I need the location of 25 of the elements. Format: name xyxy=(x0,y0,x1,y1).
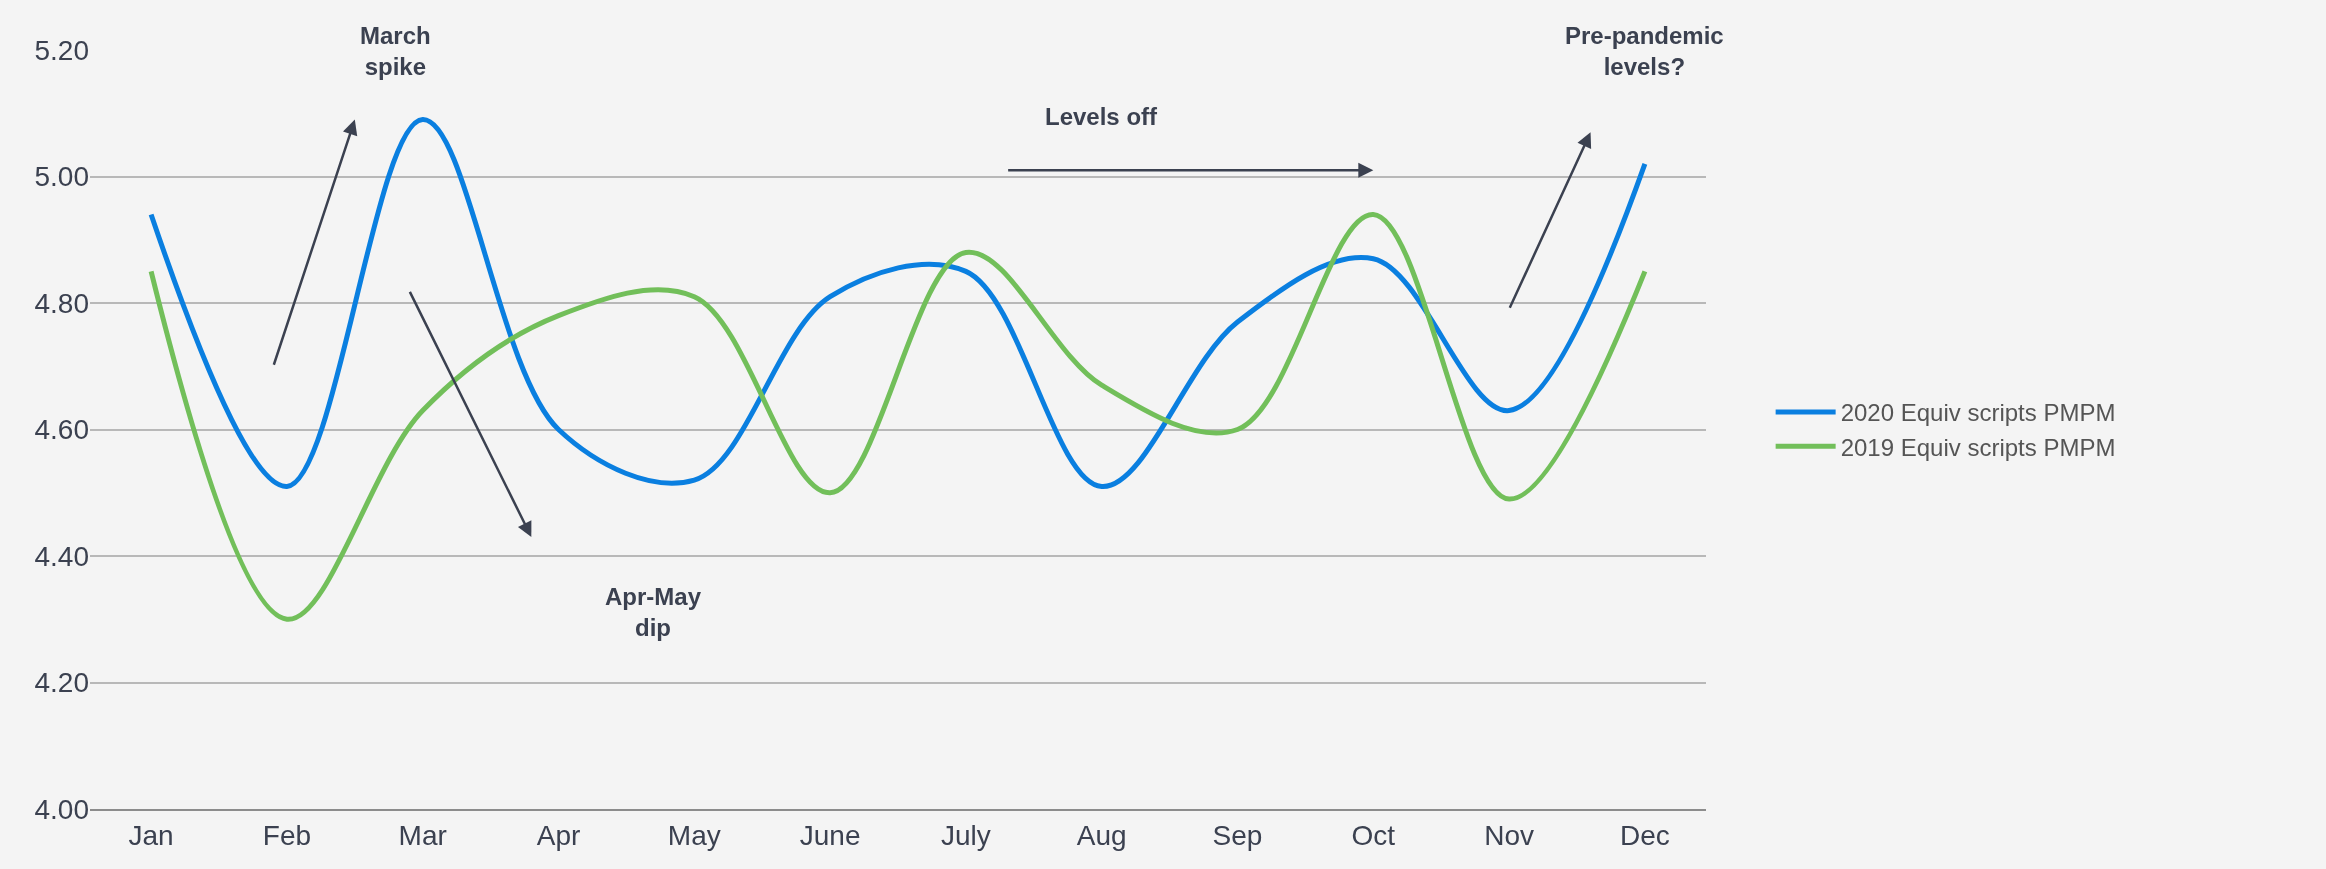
legend-label: 2019 Equiv scripts PMPM xyxy=(1840,433,2116,461)
y-tick-label: 5.20 xyxy=(34,34,89,66)
y-tick-label: 4.00 xyxy=(34,793,89,825)
legend-label: 2020 Equiv scripts PMPM xyxy=(1840,399,2116,427)
y-tick-label: 4.80 xyxy=(34,287,89,319)
x-tick-label: June xyxy=(799,819,861,851)
x-tick-label: May xyxy=(667,819,721,851)
y-tick-label: 4.20 xyxy=(34,667,89,699)
x-tick-label: Aug xyxy=(1076,819,1127,851)
x-tick-label: Feb xyxy=(262,819,312,851)
y-tick-label: 4.40 xyxy=(34,540,89,572)
x-tick-label: Mar xyxy=(398,819,447,851)
x-tick-label: Jan xyxy=(128,819,174,851)
x-tick-label: Sep xyxy=(1212,819,1263,851)
x-tick-label: Apr xyxy=(536,819,581,851)
y-tick-label: 4.60 xyxy=(34,414,89,446)
x-tick-label: Dec xyxy=(1619,819,1670,851)
annotation: March spike xyxy=(360,22,431,81)
annotation: Levels off xyxy=(1045,103,1159,130)
y-tick-label: 5.00 xyxy=(34,161,89,193)
annotation: Pre-pandemic levels? xyxy=(1565,22,1724,81)
annotation: Apr-May dip xyxy=(605,583,702,642)
x-tick-label: Nov xyxy=(1484,819,1534,851)
x-tick-label: July xyxy=(941,819,991,851)
x-tick-label: Oct xyxy=(1351,819,1396,851)
